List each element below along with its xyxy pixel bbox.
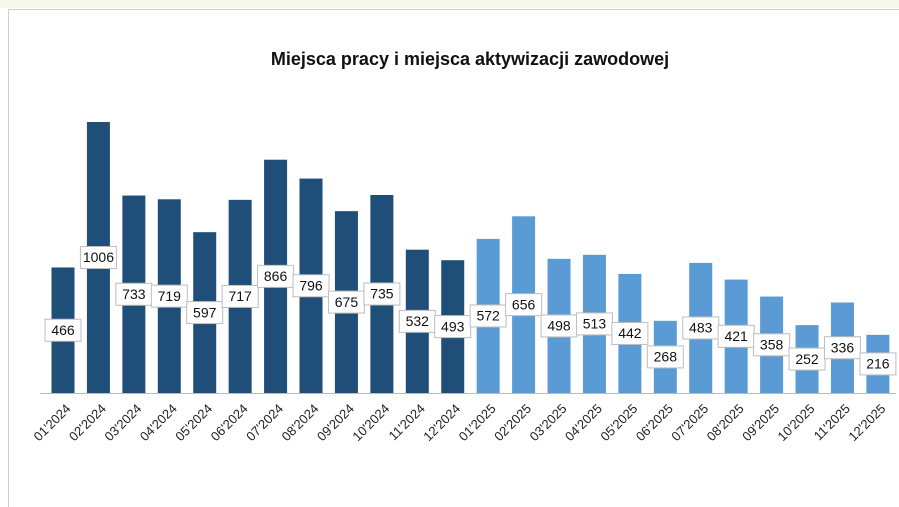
value-label: 675 [335, 294, 359, 310]
value-label: 572 [476, 308, 500, 324]
value-label: 493 [441, 318, 465, 334]
chart-frame [8, 9, 899, 507]
value-label: 483 [689, 320, 713, 336]
value-label-box [79, 246, 117, 269]
value-label: 866 [264, 268, 288, 284]
top-strip [0, 0, 899, 8]
value-label-box [292, 274, 330, 298]
value-label: 719 [158, 288, 182, 304]
value-label: 656 [512, 296, 536, 312]
value-label: 421 [724, 328, 748, 344]
value-label-box [859, 352, 897, 376]
value-label-box [363, 282, 401, 306]
value-label-box [646, 345, 684, 369]
value-label-box [186, 301, 224, 325]
value-label-box [611, 321, 649, 345]
value-label: 513 [583, 316, 607, 332]
value-label: 252 [795, 351, 819, 367]
value-label: 717 [228, 288, 252, 304]
value-label: 735 [370, 286, 394, 302]
value-label-box [150, 284, 188, 308]
value-label: 597 [193, 304, 217, 320]
value-label: 733 [122, 286, 146, 302]
value-label-box [753, 333, 791, 357]
value-label: 532 [406, 313, 430, 329]
value-label: 442 [618, 325, 642, 341]
value-label-box [505, 293, 543, 317]
value-label: 796 [299, 277, 323, 293]
value-label: 1006 [83, 249, 114, 265]
chart-title: Miejsca pracy i miejsca aktywizacji zawo… [271, 49, 669, 69]
value-label-box [221, 284, 259, 308]
value-label: 358 [760, 336, 784, 352]
value-label: 216 [866, 356, 890, 372]
value-label-box [44, 318, 82, 342]
value-label: 268 [654, 349, 678, 365]
value-label: 336 [831, 339, 855, 355]
value-label: 498 [547, 318, 571, 334]
value-label: 466 [51, 322, 75, 338]
value-label-box [823, 336, 861, 360]
